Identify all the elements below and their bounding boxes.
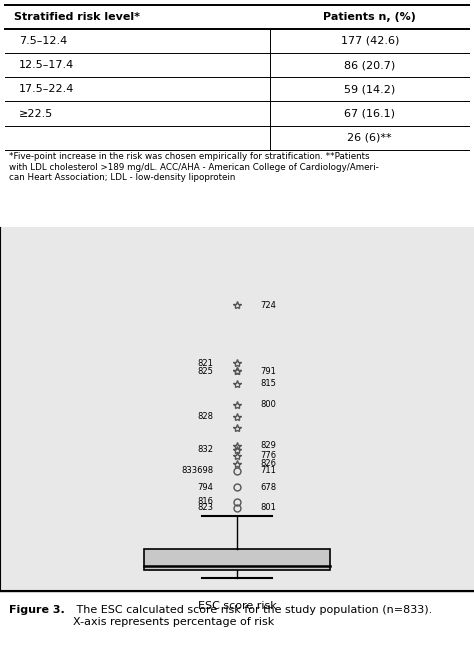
Text: The ESC calculated score risk for the study population (n=833).
X-axis represent: The ESC calculated score risk for the st… (73, 605, 433, 626)
Text: 816: 816 (197, 497, 213, 507)
Text: 678: 678 (261, 482, 277, 492)
Text: 177 (42.6): 177 (42.6) (340, 36, 399, 46)
Text: 800: 800 (261, 400, 276, 409)
Text: 832: 832 (197, 446, 213, 454)
Text: 833698: 833698 (181, 466, 213, 475)
Text: Patients n, (%): Patients n, (%) (323, 11, 416, 22)
Text: 801: 801 (261, 503, 276, 512)
Text: 776: 776 (261, 451, 277, 460)
Text: Figure 3.: Figure 3. (9, 605, 65, 615)
Text: 724: 724 (261, 301, 276, 310)
Text: 86 (20.7): 86 (20.7) (344, 60, 395, 70)
Text: 711: 711 (261, 466, 276, 475)
Text: 67 (16.1): 67 (16.1) (344, 108, 395, 118)
Text: 26 (6)**: 26 (6)** (347, 133, 392, 142)
Text: 794: 794 (198, 482, 213, 492)
Text: Stratified risk level*: Stratified risk level* (14, 11, 140, 22)
Text: 828: 828 (197, 413, 213, 421)
Text: 829: 829 (261, 442, 276, 450)
Text: *Five-point increase in the risk was chosen empirically for stratification. **Pa: *Five-point increase in the risk was cho… (9, 152, 379, 182)
Text: 12.5–17.4: 12.5–17.4 (19, 60, 74, 70)
Text: 821: 821 (198, 359, 213, 368)
Text: 791: 791 (261, 367, 276, 376)
Text: 7.5–12.4: 7.5–12.4 (19, 36, 67, 46)
Text: 59 (14.2): 59 (14.2) (344, 84, 395, 94)
Text: 825: 825 (198, 367, 213, 376)
Text: 823: 823 (197, 503, 213, 512)
Text: 826: 826 (261, 460, 277, 468)
Text: ≥22.5: ≥22.5 (19, 108, 53, 118)
Text: 815: 815 (261, 380, 276, 388)
Bar (144, 549, 330, 570)
Text: 17.5–22.4: 17.5–22.4 (19, 84, 74, 94)
